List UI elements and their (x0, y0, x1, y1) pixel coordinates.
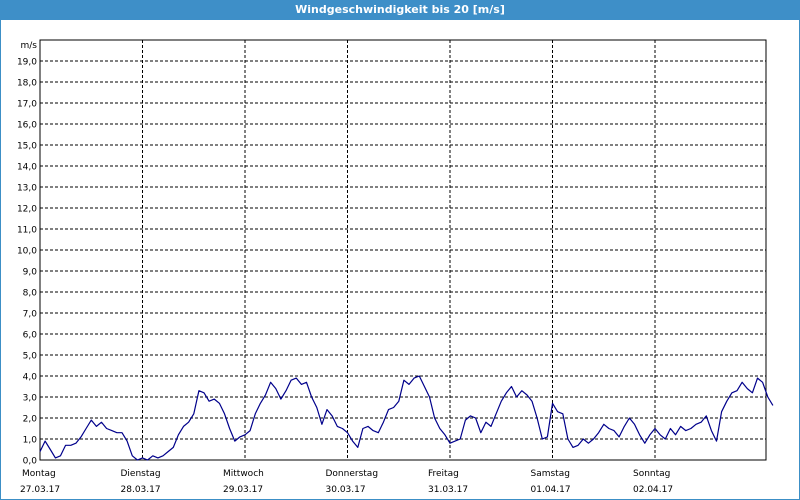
wind-speed-chart: 0,0 1,0 2,0 3,0 4,0 5,0 6,0 7,0 8,0 9,0 10,0 11,0 12… (17, 39, 774, 495)
y-tick-label: 7,0 (23, 310, 38, 320)
y-tick-label: 1,0 (23, 436, 38, 446)
y-axis-label: m/s (21, 41, 38, 51)
x-tick-date: 30.03.17 (326, 485, 366, 495)
y-tick-label: 8,0 (23, 289, 38, 299)
x-tick-date: 31.03.17 (428, 485, 468, 495)
x-tick-date: 02.04.17 (633, 485, 673, 495)
y-tick-label: 10,0 (17, 247, 37, 257)
y-tick-label: 9,0 (23, 268, 38, 278)
y-tick-label: 2,0 (23, 415, 38, 425)
y-tick-label: 3,0 (23, 394, 38, 404)
x-tick-day: Freitag (428, 469, 459, 479)
x-tick-day: Mittwoch (223, 469, 264, 479)
x-tick-date: 28.03.17 (121, 485, 161, 495)
y-tick-label: 19,0 (17, 58, 37, 68)
x-tick-day: Donnerstag (326, 469, 379, 479)
plot-area-border (39, 39, 767, 461)
x-tick-day: Sonntag (633, 469, 670, 479)
y-tick-label: 11,0 (17, 226, 37, 236)
chart-title: Windgeschwindigkeit bis 20 [m/s] (0, 0, 800, 20)
x-tick-day: Montag (22, 469, 56, 479)
y-tick-label: 14,0 (17, 163, 37, 173)
y-tick-label: 4,0 (23, 373, 38, 383)
y-tick-label: 15,0 (17, 142, 37, 152)
y-tick-label: 17,0 (17, 100, 37, 110)
y-tick-label: 12,0 (17, 205, 37, 215)
y-tick-label: 16,0 (17, 121, 37, 131)
y-tick-label: 6,0 (23, 331, 38, 341)
x-tick-day: Dienstag (121, 469, 161, 479)
x-tick-date: 01.04.17 (531, 485, 571, 495)
y-tick-label: 18,0 (17, 79, 37, 89)
x-tick-date: 29.03.17 (223, 485, 263, 495)
y-tick-label: 0,0 (23, 457, 38, 467)
y-tick-label: 5,0 (23, 352, 38, 362)
x-tick-day: Samstag (531, 469, 570, 479)
y-tick-label: 13,0 (17, 184, 37, 194)
wind-speed-series-line (39, 375, 774, 461)
x-tick-date: 27.03.17 (20, 485, 60, 495)
